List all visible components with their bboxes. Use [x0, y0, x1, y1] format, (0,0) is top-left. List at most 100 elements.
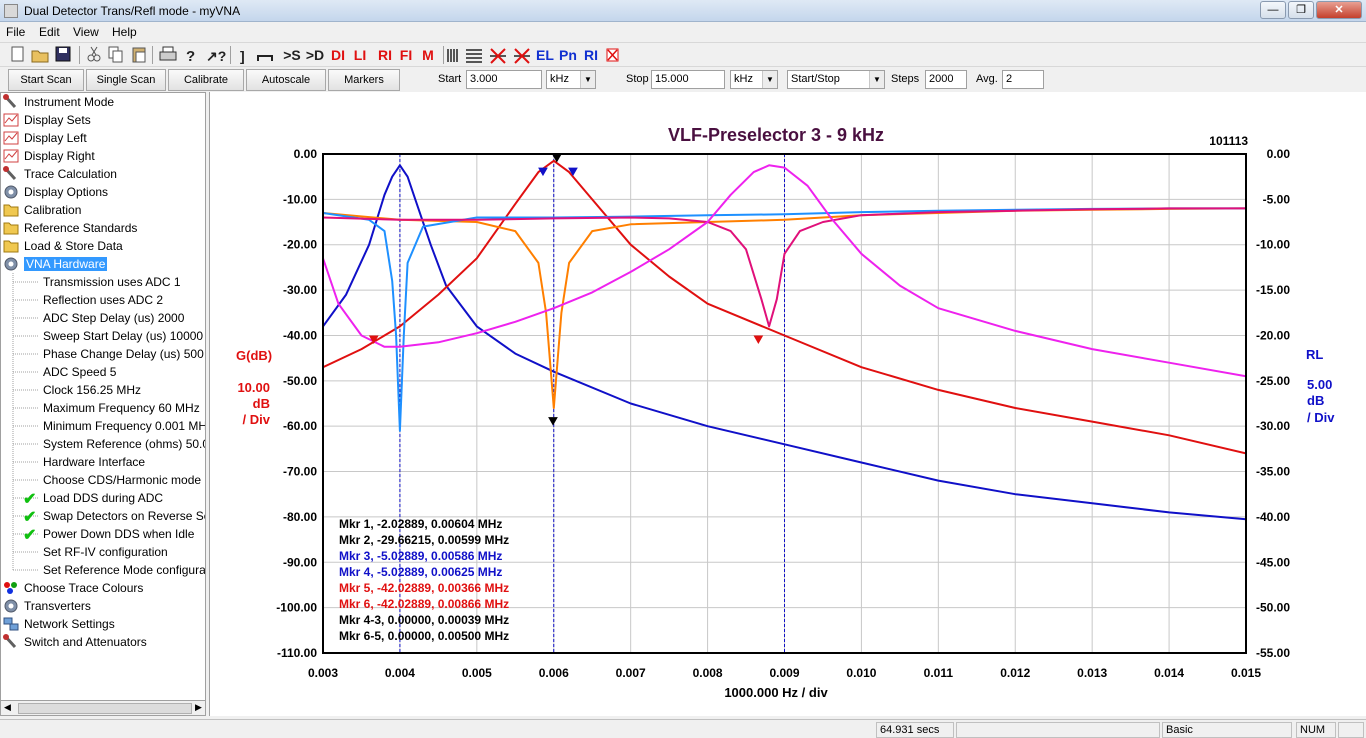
tree-item-set-reference-mode-configurat[interactable]: Set Reference Mode configurat — [43, 561, 205, 579]
paste-icon[interactable] — [132, 47, 146, 63]
tree-item-sweep-start-delay-us-10000[interactable]: Sweep Start Delay (us) 10000 — [43, 327, 203, 345]
tree-item-label: ADC Speed 5 — [43, 365, 117, 379]
y-right-tick-label: -50.00 — [1256, 601, 1290, 615]
y-left-tick-label: -60.00 — [283, 419, 317, 433]
menu-file[interactable]: File — [6, 25, 26, 39]
tree-item-clock-156-25-mhz[interactable]: Clock 156.25 MHz — [43, 381, 141, 399]
tree-item-reference-standards[interactable]: Reference Standards — [24, 219, 137, 237]
toolbar-s-button[interactable]: >S — [283, 47, 301, 63]
tree-item-transverters[interactable]: Transverters — [24, 597, 91, 615]
colour-dots-icon — [4, 582, 17, 594]
delete-marker-icon[interactable] — [514, 48, 530, 64]
toolbar-li-button[interactable]: LI — [353, 47, 367, 63]
tree-item-system-reference-ohms-50-0[interactable]: System Reference (ohms) 50.0( — [43, 435, 205, 453]
x-tick-label: 0.008 — [693, 666, 723, 680]
bars-icon[interactable] — [447, 49, 458, 62]
tree-item-load-store-data[interactable]: Load & Store Data — [24, 237, 123, 255]
maximize-button[interactable]: ❐ — [1288, 1, 1314, 19]
toolbar-d-button[interactable]: >D — [305, 47, 325, 63]
toolbar-el-button[interactable]: EL — [536, 47, 554, 63]
tree-item-reflection-uses-adc-2[interactable]: Reflection uses ADC 2 — [43, 291, 163, 309]
tree-item-network-settings[interactable]: Network Settings — [24, 615, 115, 633]
tree-item-choose-trace-colours[interactable]: Choose Trace Colours — [24, 579, 143, 597]
help-icon[interactable]: ? — [186, 48, 195, 65]
gear-icon — [4, 257, 18, 271]
copy-icon[interactable] — [108, 46, 123, 63]
avg-input[interactable]: 2 — [1002, 70, 1044, 89]
x-tick-label: 0.011 — [924, 666, 954, 680]
new-icon[interactable] — [11, 46, 24, 62]
checkmark-icon[interactable]: ✔ — [23, 491, 36, 508]
stop-icon[interactable] — [606, 48, 619, 62]
checkmark-icon[interactable]: ✔ — [23, 509, 36, 526]
start-scan-button[interactable]: Start Scan — [8, 69, 84, 91]
menu-view[interactable]: View — [73, 25, 99, 39]
tree-item-power-down-dds-when-idle[interactable]: Power Down DDS when Idle — [43, 525, 194, 543]
toolbar-di-button[interactable]: DI — [331, 47, 345, 63]
close-button[interactable]: ✕ — [1316, 1, 1362, 19]
stop-input[interactable]: 15.000 — [651, 70, 725, 89]
tree-item-instrument-mode[interactable]: Instrument Mode — [24, 93, 114, 111]
markers-button[interactable]: Markers — [328, 69, 400, 91]
single-scan-button[interactable]: Single Scan — [86, 69, 166, 91]
cut-icon[interactable] — [87, 46, 101, 62]
steps-input[interactable]: 2000 — [925, 70, 967, 89]
stop-unit-select[interactable]: kHz ▼ — [730, 70, 778, 89]
open-icon[interactable] — [31, 50, 49, 63]
sweep-mode-select[interactable]: Start/Stop ▼ — [787, 70, 885, 89]
status-bar: 64.931 secs Basic NUM — [0, 719, 1366, 738]
scroll-thumb[interactable] — [18, 703, 192, 714]
marker-5[interactable] — [368, 335, 379, 344]
y-right-tick-label: 0.00 — [1267, 147, 1291, 161]
marker-3[interactable] — [538, 167, 548, 177]
checkmark-icon[interactable]: ✔ — [23, 527, 36, 544]
tree-item-switch-and-attenuators[interactable]: Switch and Attenuators — [24, 633, 147, 651]
tree-item-display-sets[interactable]: Display Sets — [24, 111, 91, 129]
toolbar-m-button[interactable]: M — [422, 47, 434, 63]
start-input[interactable]: 3.000 — [466, 70, 542, 89]
toolbar-ri-button[interactable]: RI — [378, 47, 392, 63]
tree-item-calibration[interactable]: Calibration — [24, 201, 81, 219]
start-unit-select[interactable]: kHz ▼ — [546, 70, 596, 89]
toolbar-fi-button[interactable]: FI — [399, 47, 413, 63]
tree-item-choose-cds-harmonic-mode[interactable]: Choose CDS/Harmonic mode — [43, 471, 201, 489]
whats-this-icon[interactable]: ↗? — [206, 48, 226, 64]
bracket-icon[interactable]: ] — [240, 48, 245, 64]
minimize-button[interactable]: — — [1260, 1, 1286, 19]
toolbar-ri2-button[interactable]: RI — [584, 47, 598, 63]
tree-item-adc-speed-5[interactable]: ADC Speed 5 — [43, 363, 116, 381]
tree-item-transmission-uses-adc-1[interactable]: Transmission uses ADC 1 — [43, 273, 181, 291]
scroll-left-icon[interactable]: ◀ — [4, 702, 11, 712]
tree-item-phase-change-delay-us-500[interactable]: Phase Change Delay (us) 500 — [43, 345, 204, 363]
tree-item-load-dds-during-adc[interactable]: Load DDS during ADC — [43, 489, 163, 507]
marker-4[interactable] — [568, 167, 578, 177]
tree-item-display-options[interactable]: Display Options — [24, 183, 108, 201]
tree-item-label: Power Down DDS when Idle — [43, 527, 195, 541]
tree-horizontal-scrollbar[interactable]: ◀ ▶ — [0, 700, 206, 716]
tree-item-trace-calculation[interactable]: Trace Calculation — [24, 165, 117, 183]
lines-icon[interactable] — [466, 49, 482, 63]
autoscale-button[interactable]: Autoscale — [246, 69, 326, 91]
step-icon[interactable] — [257, 55, 273, 61]
tree-item-hardware-interface[interactable]: Hardware Interface — [43, 453, 145, 471]
tree-item-display-right[interactable]: Display Right — [24, 147, 95, 165]
tree-item-adc-step-delay-us-2000[interactable]: ADC Step Delay (us) 2000 — [43, 309, 184, 327]
scroll-right-icon[interactable]: ▶ — [195, 702, 202, 712]
save-icon[interactable] — [55, 46, 71, 62]
marker-6[interactable] — [753, 335, 764, 344]
tree-item-swap-detectors-on-reverse-sca[interactable]: Swap Detectors on Reverse Sca — [43, 507, 205, 525]
clear-markers-icon[interactable] — [490, 48, 506, 64]
vna-chart[interactable]: 101113 G(dB) 10.00 dB / Div RL 5.00 dB /… — [210, 92, 1366, 716]
print-icon[interactable] — [159, 46, 177, 61]
tree-item-label: Choose CDS/Harmonic mode — [43, 473, 202, 487]
tree-item-display-left[interactable]: Display Left — [24, 129, 87, 147]
tree-item-set-rf-iv-configuration[interactable]: Set RF-IV configuration — [43, 543, 168, 561]
tree-item-minimum-frequency-0-001-mh[interactable]: Minimum Frequency 0.001 MH — [43, 417, 205, 435]
calibrate-button[interactable]: Calibrate — [168, 69, 244, 91]
menu-help[interactable]: Help — [112, 25, 137, 39]
tree-item-maximum-frequency-60-mhz[interactable]: Maximum Frequency 60 MHz — [43, 399, 200, 417]
toolbar-pn-button[interactable]: Pn — [559, 47, 577, 63]
menu-edit[interactable]: Edit — [39, 25, 60, 39]
tree-item-vna-hardware[interactable]: VNA Hardware — [24, 255, 108, 273]
marker-2[interactable] — [548, 417, 558, 426]
